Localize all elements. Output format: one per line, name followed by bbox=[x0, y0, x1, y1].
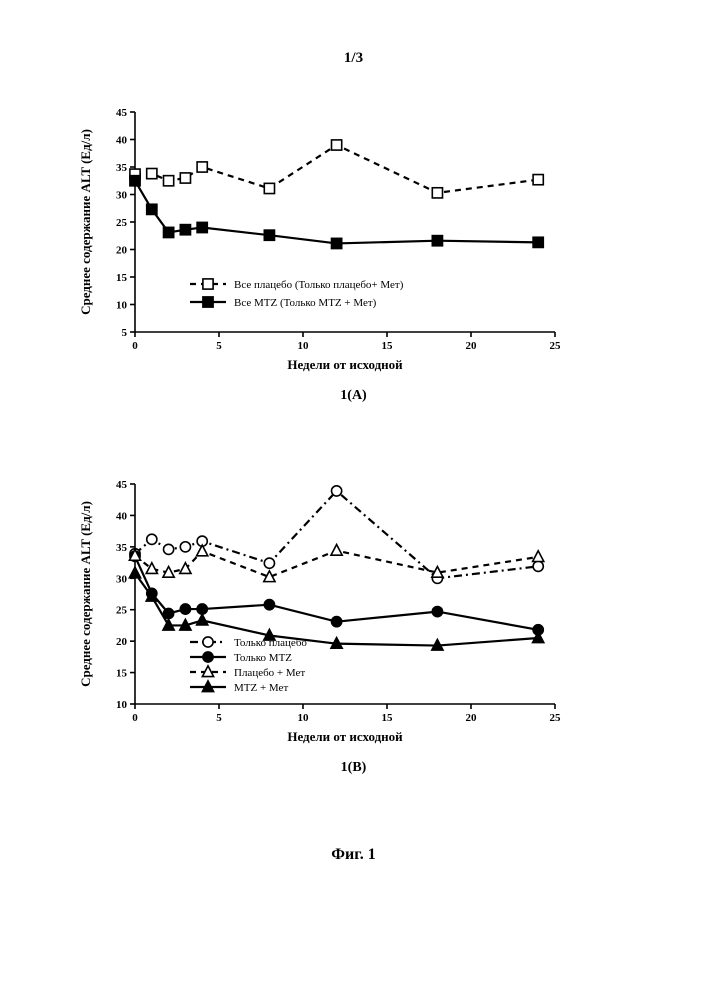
chart-b-svg: 10 15 20 25 30 35 40 45 0 5 10 15 20 25 Недели от исхо… bbox=[70, 474, 570, 749]
svg-text:MTZ + Мет: MTZ + Мет bbox=[234, 682, 288, 694]
svg-text:10: 10 bbox=[298, 340, 310, 352]
svg-text:20: 20 bbox=[116, 636, 128, 648]
svg-text:Среднее содержание ALT (Ед/л): Среднее содержание ALT (Ед/л) bbox=[78, 129, 93, 315]
svg-text:25: 25 bbox=[116, 605, 128, 617]
page: 1/3 510152025303540450510152025Недели от… bbox=[0, 0, 707, 1000]
svg-text:5: 5 bbox=[122, 327, 128, 339]
svg-text:Среднее содержание ALT (Ед/л): Среднее содержание ALT (Ед/л) bbox=[78, 501, 93, 687]
svg-text:45: 45 bbox=[116, 479, 128, 491]
svg-text:25: 25 bbox=[550, 340, 562, 352]
svg-text:5: 5 bbox=[216, 712, 222, 724]
svg-text:25: 25 bbox=[550, 712, 562, 724]
svg-text:15: 15 bbox=[382, 340, 394, 352]
svg-text:20: 20 bbox=[466, 712, 478, 724]
svg-text:40: 40 bbox=[116, 510, 128, 522]
chart-b-caption: 1(B) bbox=[70, 760, 637, 776]
svg-text:Только плацебо: Только плацебо bbox=[234, 637, 307, 649]
svg-text:0: 0 bbox=[132, 712, 138, 724]
svg-text:20: 20 bbox=[466, 340, 478, 352]
svg-text:15: 15 bbox=[116, 272, 128, 284]
svg-text:Все MTZ (Только MTZ + Мет): Все MTZ (Только MTZ + Мет) bbox=[234, 297, 377, 309]
figure-label: Фиг. 1 bbox=[70, 846, 637, 864]
chart-a-block: 510152025303540450510152025Недели от исх… bbox=[70, 102, 637, 404]
svg-text:Все плацебо (Только плацебо+ М: Все плацебо (Только плацебо+ Мет) bbox=[234, 279, 404, 291]
svg-text:Плацебо + Мет: Плацебо + Мет bbox=[234, 667, 305, 679]
svg-text:0: 0 bbox=[132, 340, 138, 352]
chart-a-caption: 1(A) bbox=[70, 388, 637, 404]
svg-text:30: 30 bbox=[116, 190, 128, 202]
chart-b-block: 10 15 20 25 30 35 40 45 0 5 10 15 20 25 Недели от исхо… bbox=[70, 474, 637, 776]
svg-text:Недели от исходной: Недели от исходной bbox=[287, 357, 403, 372]
svg-text:20: 20 bbox=[116, 245, 128, 257]
svg-text:10: 10 bbox=[116, 699, 128, 711]
svg-text:10: 10 bbox=[116, 300, 128, 312]
svg-text:Недели от исходной: Недели от исходной bbox=[287, 729, 403, 744]
svg-text:15: 15 bbox=[382, 712, 394, 724]
svg-text:15: 15 bbox=[116, 668, 128, 680]
svg-text:Только MTZ: Только MTZ bbox=[234, 652, 292, 664]
svg-text:35: 35 bbox=[116, 542, 128, 554]
svg-text:35: 35 bbox=[116, 162, 128, 174]
svg-text:40: 40 bbox=[116, 135, 128, 147]
page-number: 1/3 bbox=[70, 50, 637, 67]
svg-text:30: 30 bbox=[116, 573, 128, 585]
svg-text:25: 25 bbox=[116, 217, 128, 229]
chart-a-svg: 510152025303540450510152025Недели от исх… bbox=[70, 102, 570, 377]
svg-text:5: 5 bbox=[216, 340, 222, 352]
svg-text:45: 45 bbox=[116, 107, 128, 119]
svg-text:10: 10 bbox=[298, 712, 310, 724]
